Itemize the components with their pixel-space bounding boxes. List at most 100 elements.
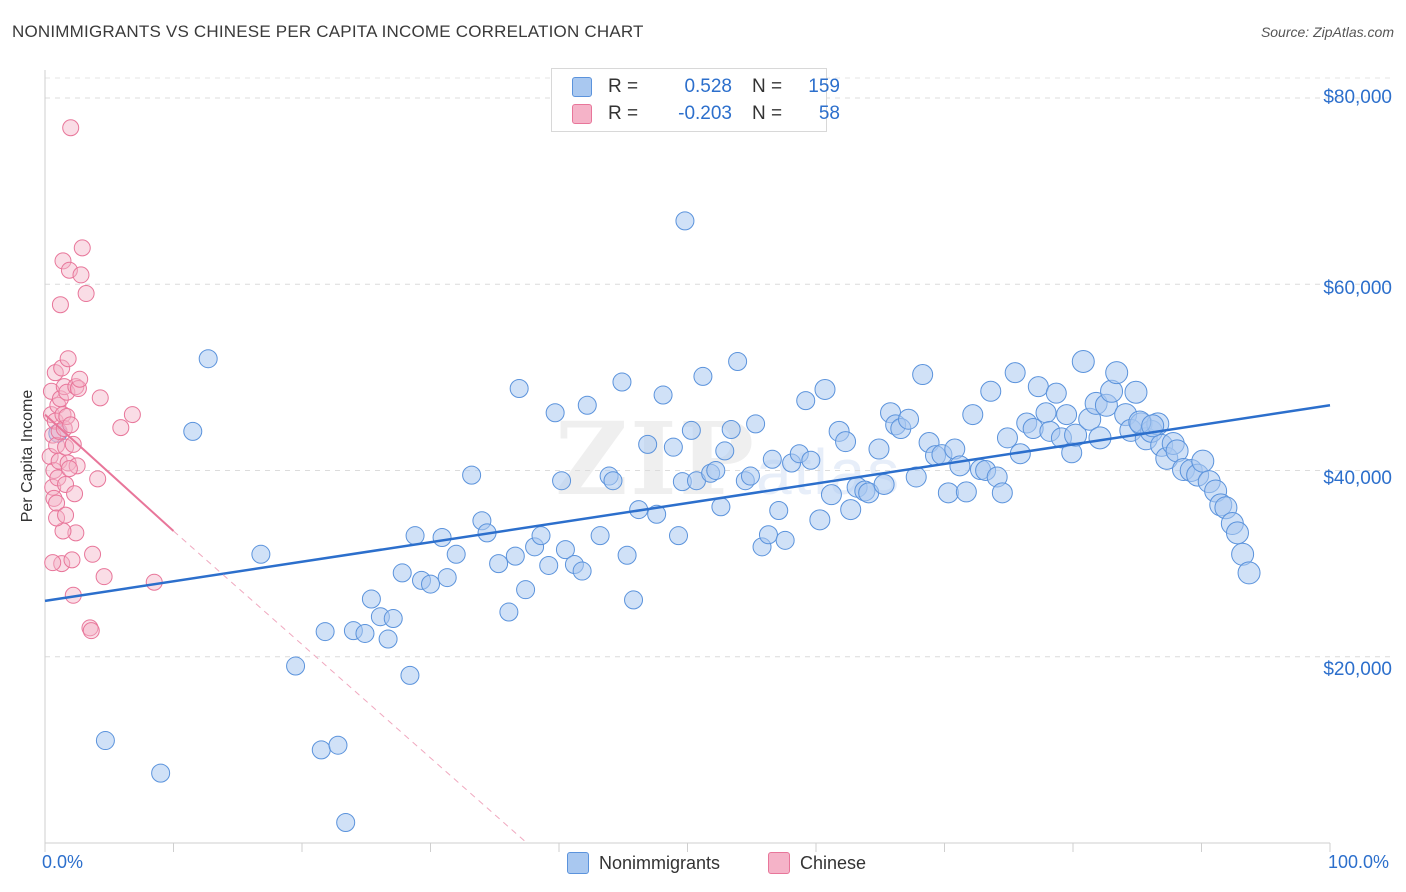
bottom-legend-chinese: Chinese (768, 852, 866, 874)
nonimmigrants-point (392, 563, 412, 583)
nonimmigrants-point (769, 501, 789, 521)
nonimmigrants-point (355, 623, 375, 643)
chinese-point (64, 435, 82, 453)
chinese-point (77, 285, 95, 303)
chinese-point (58, 407, 76, 425)
nonimmigrants-point (315, 622, 335, 642)
nonimmigrants-point (980, 380, 1002, 402)
chinese-point (72, 266, 90, 284)
nonimmigrants-point (383, 609, 403, 629)
chinese-trendline (44, 413, 175, 532)
nonimmigrants-point (505, 546, 525, 566)
nonimmigrants-point (746, 414, 766, 434)
chinese-point (62, 416, 80, 434)
nonimmigrants-point (311, 740, 331, 760)
nonimmigrants-point (539, 555, 559, 575)
bottom-legend-label: Nonimmigrants (599, 852, 721, 873)
x-tick-label-right: 100.0% (1328, 852, 1390, 872)
nonimmigrants-point (962, 404, 984, 426)
chinese-point (84, 545, 102, 563)
nonimmigrants-point (328, 735, 348, 755)
y-tick-label: $20,000 (1323, 659, 1392, 680)
chinese-point (91, 389, 109, 407)
nonimmigrants-point (868, 438, 890, 460)
nonimmigrants-point (663, 437, 683, 457)
y-tick-label: $80,000 (1323, 87, 1392, 108)
chinese-point (63, 551, 81, 569)
nonimmigrants-point (669, 526, 689, 546)
y-tick-label: $40,000 (1323, 468, 1392, 489)
nonimmigrants-point (1056, 404, 1078, 426)
chinese-point (123, 406, 141, 424)
nonimmigrants-point (151, 763, 171, 783)
nonimmigrants-point (400, 665, 420, 685)
chinese-point (81, 619, 99, 637)
chinese-point (89, 470, 107, 488)
nonimmigrants-point (653, 385, 673, 405)
chinese-point (71, 370, 89, 388)
nonimmigrants-point (991, 482, 1013, 504)
nonimmigrants-point (1225, 521, 1249, 545)
nonimmigrants-point (706, 460, 726, 480)
nonimmigrants-point (577, 395, 597, 415)
nonimmigrants-point (446, 544, 466, 564)
nonimmigrants-point (820, 484, 842, 506)
nonimmigrants-point (516, 580, 536, 600)
nonimmigrants-point (1035, 402, 1057, 424)
chinese-point (57, 506, 75, 524)
legend-n-value: 159 (808, 76, 840, 97)
chinese-point (57, 475, 75, 493)
nonimmigrants-point (421, 574, 440, 594)
bottom-legend-swatch (768, 852, 790, 874)
nonimmigrants-point (814, 378, 836, 400)
chinese-point (60, 460, 78, 478)
correlation-legend: R = 0.528 N = 159 R = -0.203 N = 58 (551, 68, 840, 132)
chinese-point (62, 119, 80, 137)
nonimmigrants-point (1191, 449, 1215, 473)
nonimmigrants-point (1237, 561, 1261, 585)
legend-row-nonimmigrants: R = 0.528 N = 159 (572, 75, 840, 99)
bottom-legend-nonimmigrants: Nonimmigrants (567, 852, 720, 874)
nonimmigrants-point (378, 629, 398, 649)
legend-n-value: 58 (818, 103, 840, 124)
nonimmigrants-point (1004, 362, 1026, 384)
chinese-point (44, 554, 62, 572)
nonimmigrants-point (693, 366, 713, 386)
nonimmigrants-point (728, 352, 748, 372)
nonimmigrants-point (545, 403, 565, 423)
chinese-point (82, 622, 100, 640)
nonimmigrants-point (1105, 361, 1129, 385)
nonimmigrants-point (499, 602, 519, 622)
nonimmigrants-point (1124, 380, 1148, 404)
nonimmigrants-point (1064, 423, 1088, 447)
nonimmigrants-point (775, 530, 795, 550)
nonimmigrants-point (715, 441, 735, 461)
chinese-point (51, 296, 69, 314)
nonimmigrants-point (509, 379, 529, 399)
nonimmigrants-point (286, 656, 306, 676)
nonimmigrants-point (996, 427, 1018, 449)
nonimmigrants-point (937, 482, 959, 504)
nonimmigrants-point (949, 455, 971, 477)
nonimmigrants-point (361, 589, 381, 609)
y-axis-label: Per Capita Income (19, 389, 36, 523)
nonimmigrants-trendline (44, 404, 1331, 603)
legend-r-value: -0.203 (678, 103, 732, 124)
legend-swatch-nonimmigrants (572, 77, 592, 97)
nonimmigrants-point (617, 545, 637, 565)
nonimmigrants-point (898, 408, 920, 430)
chinese-point (53, 359, 71, 377)
nonimmigrants-point (489, 554, 509, 574)
legend-row-chinese: R = -0.203 N = 58 (572, 102, 840, 126)
nonimmigrants-point (638, 434, 658, 454)
nonimmigrants-point (624, 590, 644, 610)
y-tick-label: $60,000 (1323, 278, 1392, 299)
chinese-point (69, 380, 87, 398)
nonimmigrants-point (1045, 382, 1067, 404)
nonimmigrants-point (555, 540, 575, 560)
nonimmigrants-point (758, 525, 778, 545)
nonimmigrants-point (437, 568, 457, 588)
chinese-point (67, 524, 85, 542)
nonimmigrants-point (835, 431, 857, 453)
